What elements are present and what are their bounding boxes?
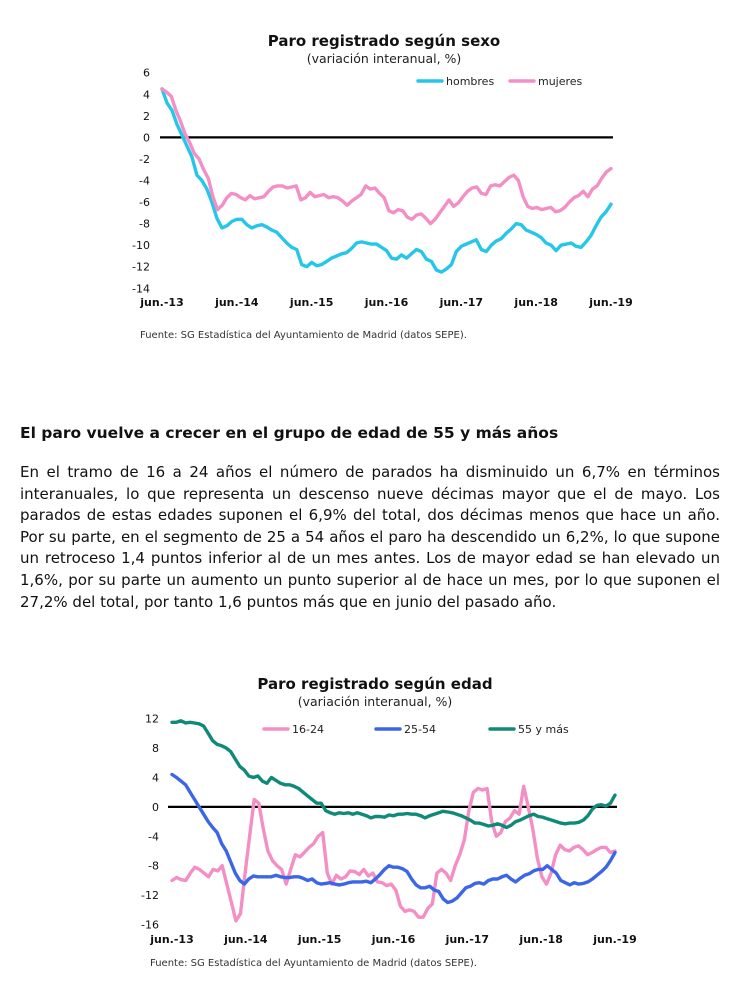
legend: 16-24 25-54 55 y más: [262, 723, 569, 736]
y-tick-label: -10: [132, 239, 150, 252]
y-tick-label: 6: [143, 67, 150, 80]
chart-title: Paro registrado según edad: [257, 675, 492, 693]
y-tick-label: -8: [148, 860, 159, 873]
series-line-16-24: [170, 784, 617, 923]
y-axis-ticks: 12 8 4 0 -4 -8 -12 -16: [141, 713, 159, 932]
y-tick-label: -4: [139, 175, 150, 188]
legend-label-hombres: hombres: [446, 75, 494, 88]
y-tick-label: -16: [141, 919, 159, 932]
y-tick-label: -4: [148, 830, 159, 843]
y-tick-label: -8: [139, 218, 150, 231]
series-line-hombres: [160, 87, 613, 274]
x-tick-label: jun.-16: [371, 933, 416, 946]
y-tick-label: -14: [132, 282, 150, 295]
x-tick-label: jun.-15: [297, 933, 341, 946]
chart-sexo: Paro registrado según sexo (variación in…: [132, 32, 633, 341]
x-axis-ticks: jun.-13 jun.-14 jun.-15 jun.-16 jun.-17 jun.-…: [149, 933, 636, 946]
chart-source: Fuente: SG Estadística del Ayuntamiento …: [140, 329, 467, 341]
x-axis-ticks: jun.-13 jun.-14 jun.-15 jun.-16 jun.-17 jun.-…: [139, 296, 632, 309]
y-tick-label: 0: [143, 131, 150, 144]
section-heading: El paro vuelve a crecer en el grupo de e…: [20, 424, 559, 442]
x-tick-label: jun.-15: [289, 296, 333, 309]
x-tick-label: jun.-19: [592, 933, 636, 946]
x-tick-label: jun.-17: [445, 933, 489, 946]
y-axis-ticks: 6 4 2 0 -2 -4 -6 -8 -10 -12 -14: [132, 67, 150, 296]
y-tick-label: 12: [145, 713, 159, 726]
x-tick-label: jun.-14: [214, 296, 259, 309]
x-tick-label: jun.-14: [223, 933, 268, 946]
y-tick-label: -2: [139, 153, 150, 166]
x-tick-label: jun.-16: [364, 296, 409, 309]
series-lines: [170, 719, 617, 923]
x-tick-label: jun.-13: [139, 296, 183, 309]
legend-label-25-54: 25-54: [404, 723, 436, 736]
legend: hombres mujeres: [416, 75, 583, 88]
y-tick-label: -12: [132, 261, 150, 274]
chart-title: Paro registrado según sexo: [268, 32, 500, 50]
legend-label-55-y-m-s: 55 y más: [518, 723, 569, 736]
series-line-25-54: [170, 772, 617, 905]
y-tick-label: -12: [141, 889, 159, 902]
y-tick-label: 8: [152, 742, 159, 755]
x-tick-label: jun.-19: [588, 296, 632, 309]
series-lines: [160, 87, 613, 274]
chart-source: Fuente: SG Estadística del Ayuntamiento …: [150, 957, 477, 969]
legend-label-16-24: 16-24: [292, 723, 324, 736]
legend-label-mujeres: mujeres: [538, 75, 583, 88]
y-tick-label: 4: [152, 771, 159, 784]
y-tick-label: -6: [139, 196, 150, 209]
x-tick-label: jun.-18: [518, 933, 562, 946]
x-tick-label: jun.-17: [439, 296, 483, 309]
body-paragraph: En el tramo de 16 a 24 años el número de…: [20, 463, 720, 611]
chart-subtitle: (variación interanual, %): [298, 694, 453, 709]
chart-subtitle: (variación interanual, %): [307, 51, 462, 66]
series-line-55-y-m-s: [170, 719, 617, 830]
x-tick-label: jun.-18: [513, 296, 557, 309]
x-tick-label: jun.-13: [149, 933, 193, 946]
y-tick-label: 4: [143, 88, 150, 101]
series-line-mujeres: [160, 87, 613, 226]
y-tick-label: 2: [143, 110, 150, 123]
y-tick-label: 0: [152, 801, 159, 814]
